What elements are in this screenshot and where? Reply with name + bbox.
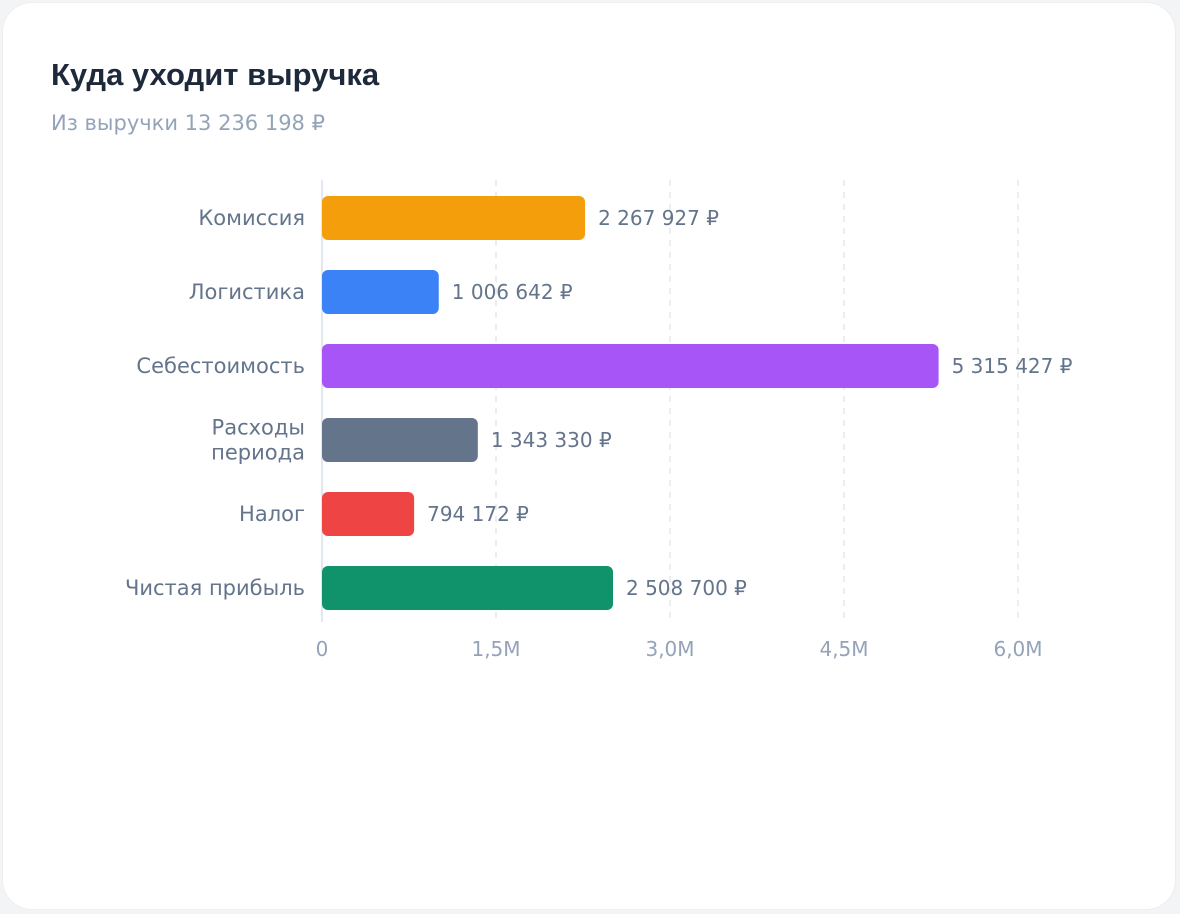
bar [322,344,939,388]
x-tick-label: 6,0M [993,637,1042,661]
data-label: 794 172 ₽ [427,502,529,526]
data-label: 2 267 927 ₽ [598,206,719,230]
bar [322,566,614,610]
x-tick-label: 0 [316,637,329,661]
category-label: Чистая прибыль [125,576,305,600]
chart-subtitle: Из выручки 13 236 198 ₽ [51,111,325,135]
category-label: Комиссия [198,206,305,230]
bar [322,196,586,240]
data-label: 5 315 427 ₽ [952,354,1073,378]
bar [322,492,415,536]
category-label: Себестоимость [136,354,305,378]
data-label: 1 006 642 ₽ [452,280,573,304]
category-label: Расходы [212,416,305,440]
x-tick-label: 1,5M [471,637,520,661]
data-label: 2 508 700 ₽ [626,576,747,600]
chart-title: Куда уходит выручка [51,57,380,92]
x-tick-label: 3,0M [645,637,694,661]
category-label: периода [211,441,305,465]
category-label: Логистика [189,280,305,304]
bar [322,270,439,314]
data-label: 1 343 330 ₽ [491,428,612,452]
x-tick-label: 4,5M [819,637,868,661]
category-label: Налог [239,502,305,526]
bar [322,418,478,462]
